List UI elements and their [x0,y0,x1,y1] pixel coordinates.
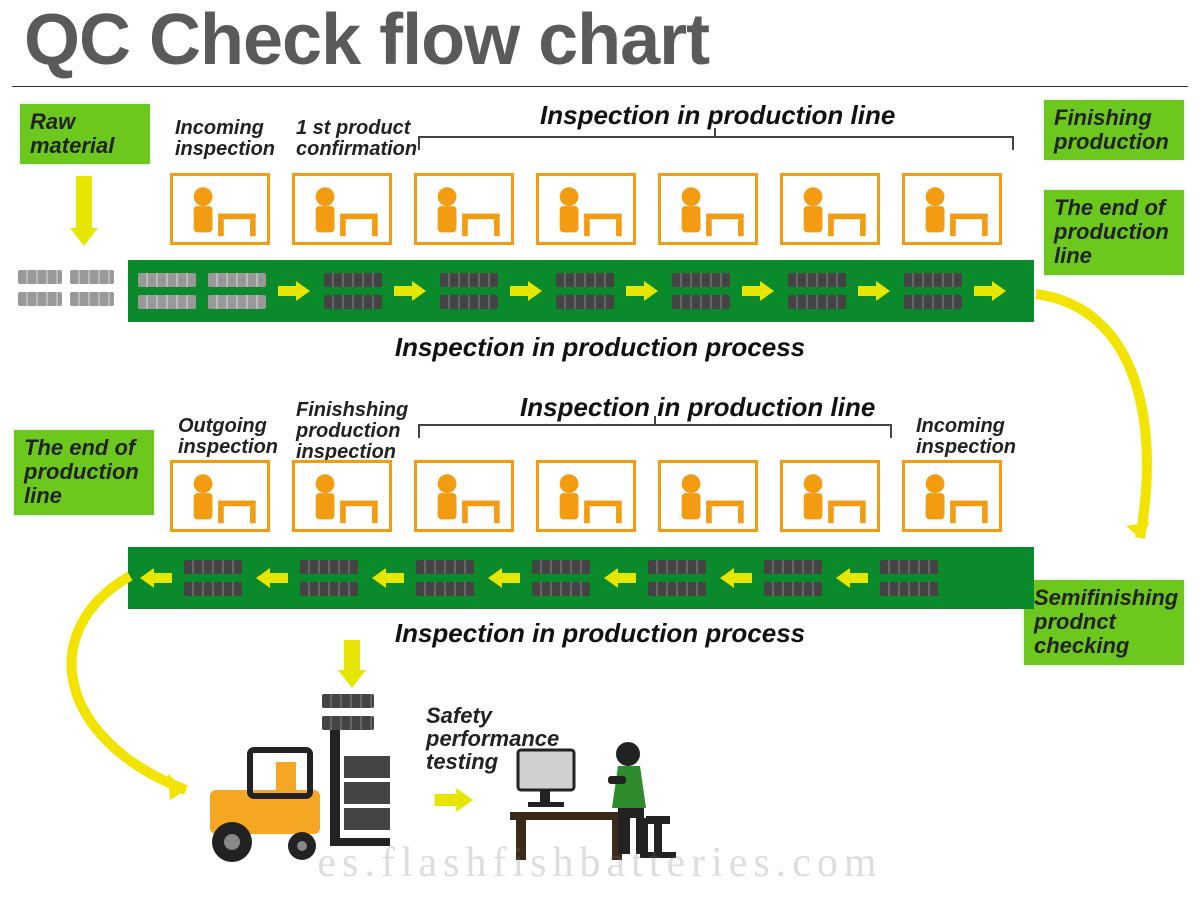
arrow-left-icon [602,568,636,588]
title-rule [12,86,1188,87]
box-end-of-line-right: The end ofproductionline [1044,190,1184,275]
inspector-icon [902,460,1002,532]
inspector-icon [292,173,392,245]
arrow-left-icon [370,568,404,588]
raw-material-pallets [18,270,114,306]
box-raw-material: Rawmaterial [20,104,150,164]
inspector-icon [170,173,270,245]
arrow-right-icon [626,281,660,301]
arrow-right-icon [742,281,776,301]
inspector-icon [536,173,636,245]
arrow-right-icon [278,281,312,301]
arrow-right-icon [974,281,1008,301]
row1-bracket-stem [714,128,716,138]
row1-label-0: Incominginspection [175,118,275,160]
row2-label-6: Incominginspection [916,416,1016,458]
inspector-icon [658,460,758,532]
inspector-icon [292,460,392,532]
box-finishing-production: Finishingproduction [1044,100,1184,160]
row1-label-1: 1 st productconfirmation [296,118,417,160]
inspector-icon [170,460,270,532]
inspector-icon [414,460,514,532]
arrow-left-icon [718,568,752,588]
inspector-icon [902,173,1002,245]
inspector-icon [536,460,636,532]
row2-header: Inspection in production line [520,392,875,423]
arrow-to-operator [438,790,472,815]
row2-bracket-stem [654,416,656,426]
row1-inspectors [170,173,1002,245]
page-title: QC Check flow chart [0,0,1200,76]
operator-icon [500,720,700,870]
arrow-right-icon [510,281,544,301]
arrow-left-icon [254,568,288,588]
row2-conveyor [128,547,1034,609]
down-arrow-stack [338,640,366,688]
row2-bracket [418,424,892,438]
row2-label-0: Outgoinginspection [178,416,278,458]
row2-label-1: Finishshingproductioninspection [296,400,408,463]
row1-header: Inspection in production line [540,100,895,131]
inspector-icon [658,173,758,245]
row1-conveyor [128,260,1034,322]
arrow-right-icon [858,281,892,301]
inspector-icon [780,173,880,245]
arrow-right-icon [394,281,428,301]
row1-bracket [418,136,1014,150]
connector-curve-right [1030,288,1180,568]
forklift-icon [180,720,400,870]
box-end-of-line-left: The end ofproductionline [14,430,154,515]
inspector-icon [780,460,880,532]
row2-inspectors [170,460,1002,532]
arrow-left-icon [834,568,868,588]
down-arrow-raw [70,176,98,246]
arrow-left-icon [486,568,520,588]
row1-caption: Inspection in production process [0,332,1200,363]
inspector-icon [414,173,514,245]
